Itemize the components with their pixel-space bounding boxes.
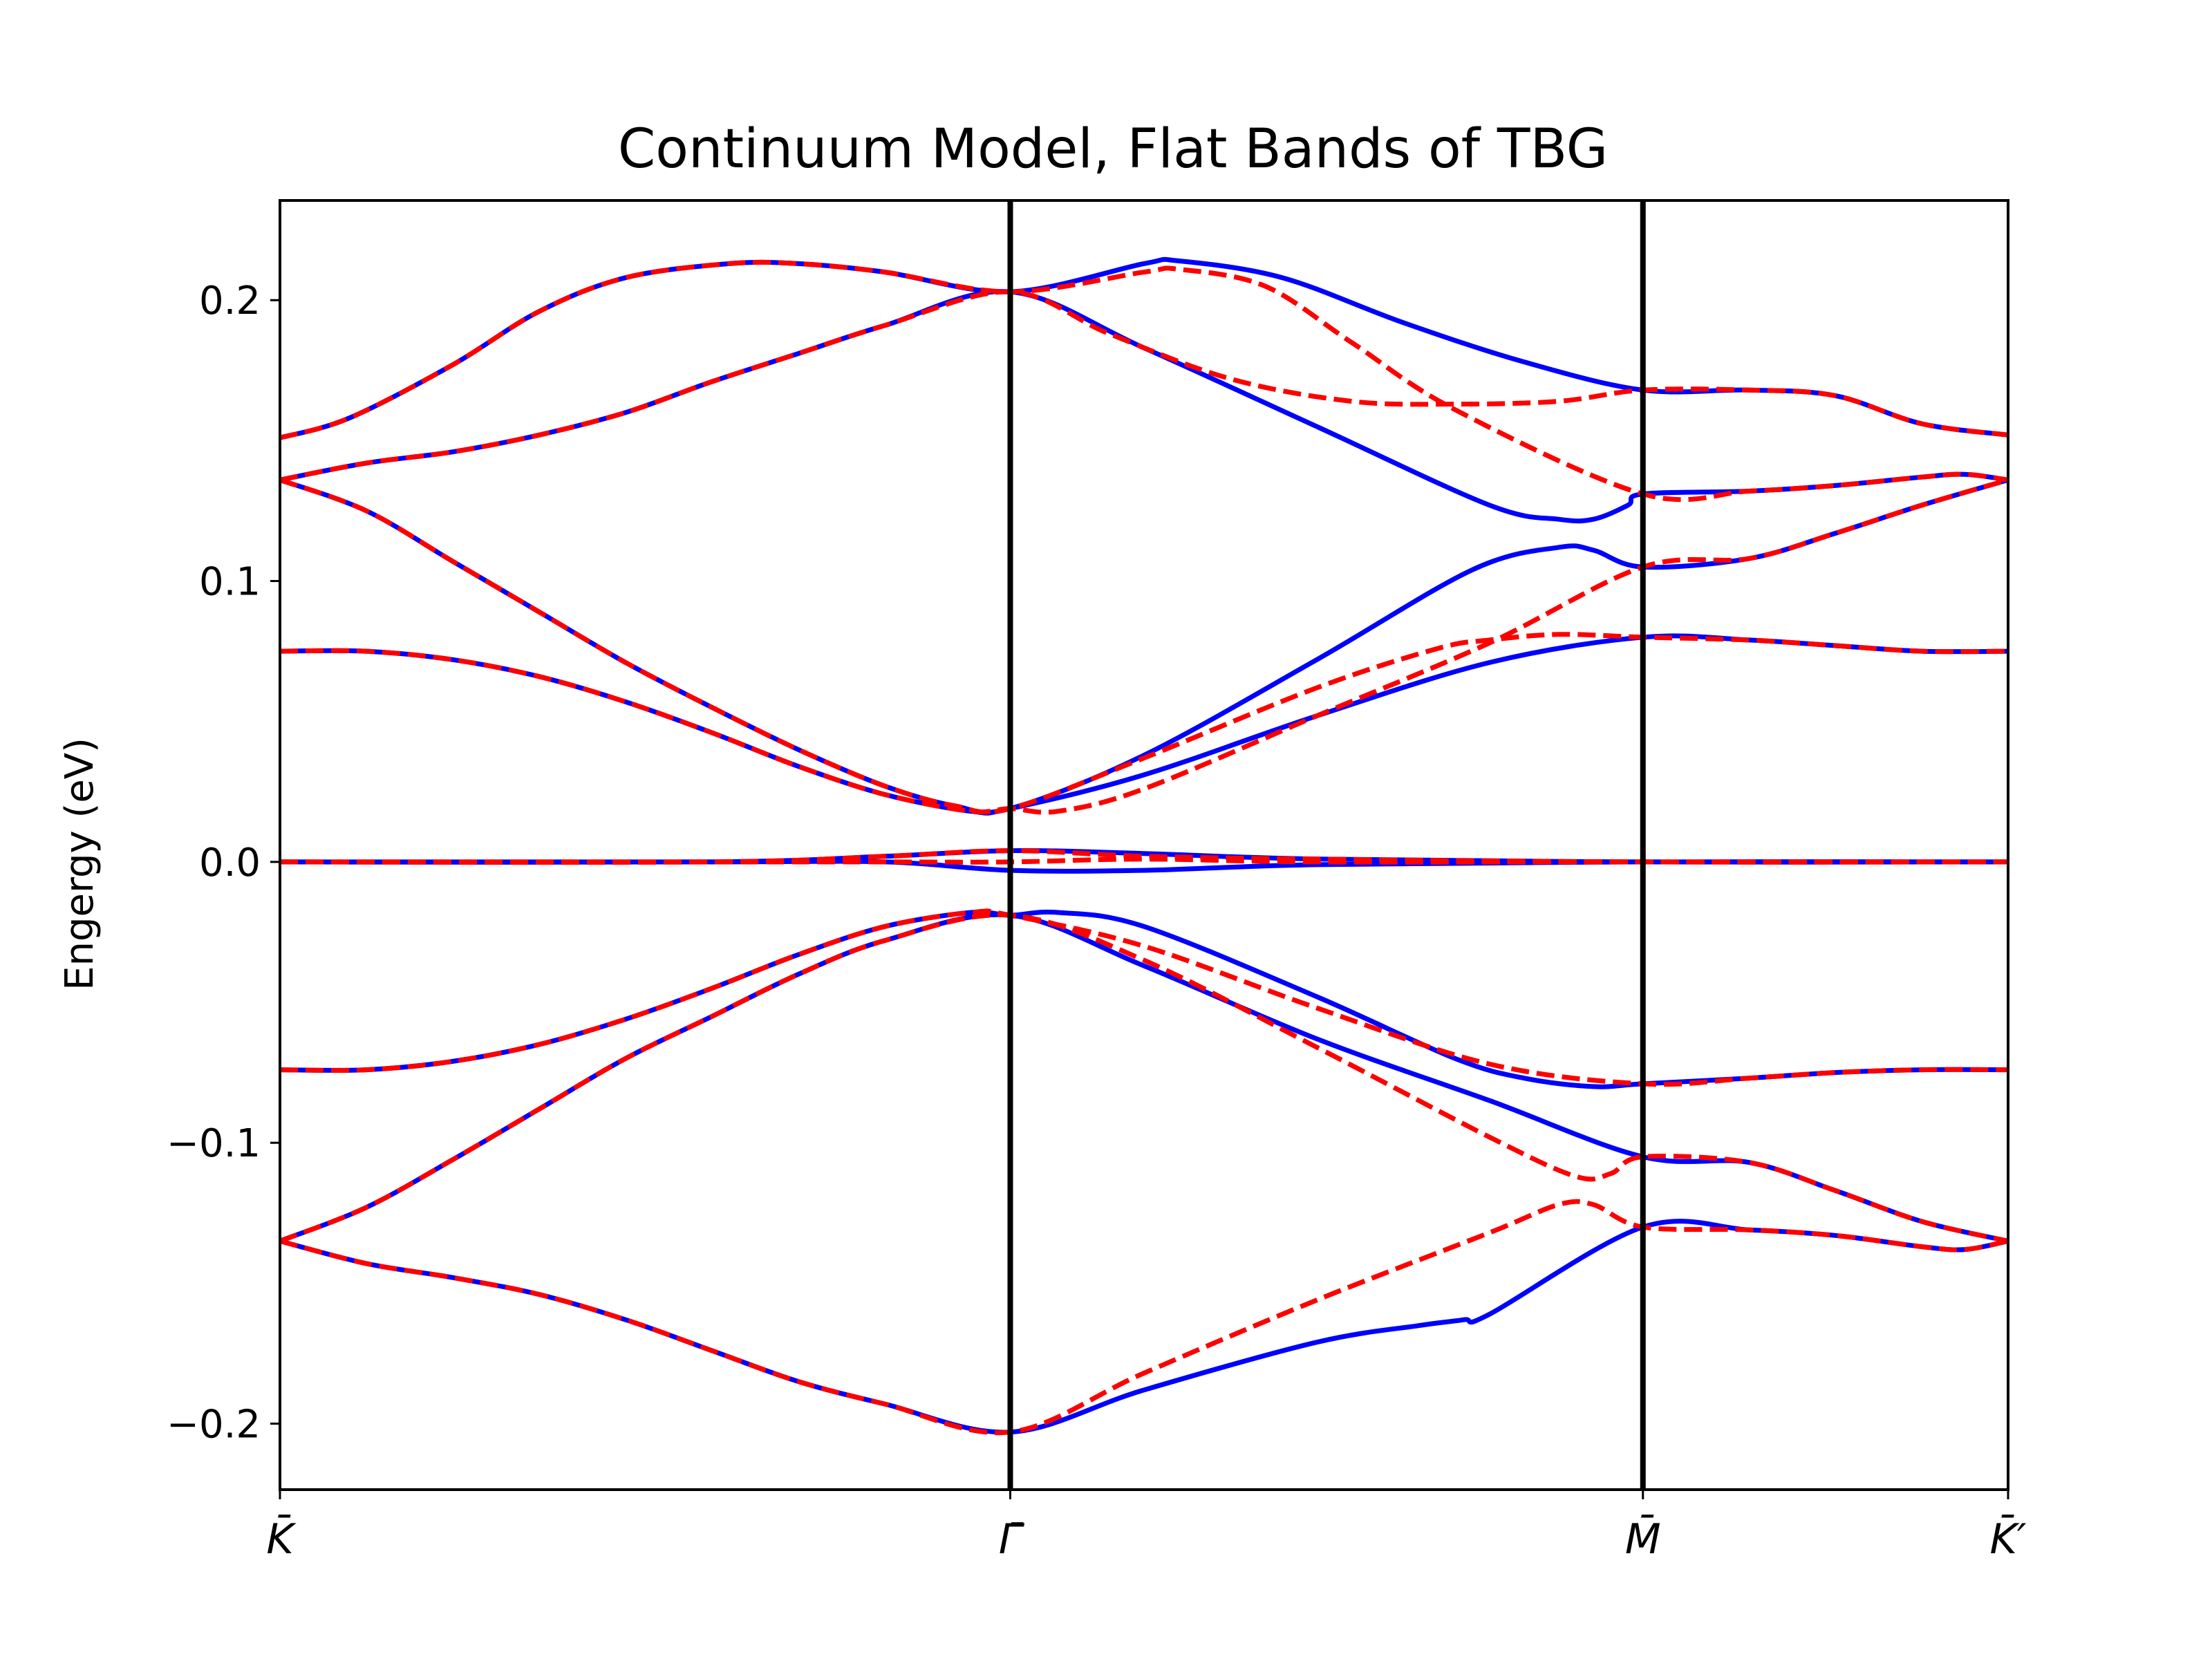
y-tick-label: 0.2 (199, 279, 261, 324)
y-tick-label: −0.1 (167, 1121, 261, 1166)
band-2-dashed-line (279, 289, 2009, 482)
x-tick-label: Γ̄ (999, 1515, 1025, 1564)
band-4-dashed-line (279, 477, 2009, 815)
y-tick-label: 0.1 (199, 560, 261, 605)
chart-title: Continuum Model, Flat Bands of TBG (618, 118, 1608, 180)
x-tick-label: K̄′ (1990, 1514, 2027, 1564)
band-1-dashed-line (279, 259, 2009, 503)
band-7-dashed-line (279, 908, 2009, 1087)
y-tick-label: 0.0 (199, 841, 261, 885)
band-8-dashed-line (279, 912, 2009, 1244)
x-tick-label: M̄ (1625, 1514, 1661, 1564)
band-3-dashed-line (279, 478, 2009, 815)
plot-frame (279, 199, 2009, 1491)
high-symmetry-lines (1007, 200, 1646, 1490)
y-axis-ticks: 0.2 0.1 0.0 −0.1 −0.2 (167, 279, 280, 1447)
x-tick-label: K̄ (266, 1514, 297, 1564)
y-axis-label: Engergy (eV) (57, 738, 102, 991)
x-axis-ticks: K̄ Γ̄ M̄ K̄′ (266, 1490, 2027, 1564)
y-tick-label: −0.2 (167, 1403, 261, 1447)
band-9-dashed-line (279, 1199, 2009, 1436)
